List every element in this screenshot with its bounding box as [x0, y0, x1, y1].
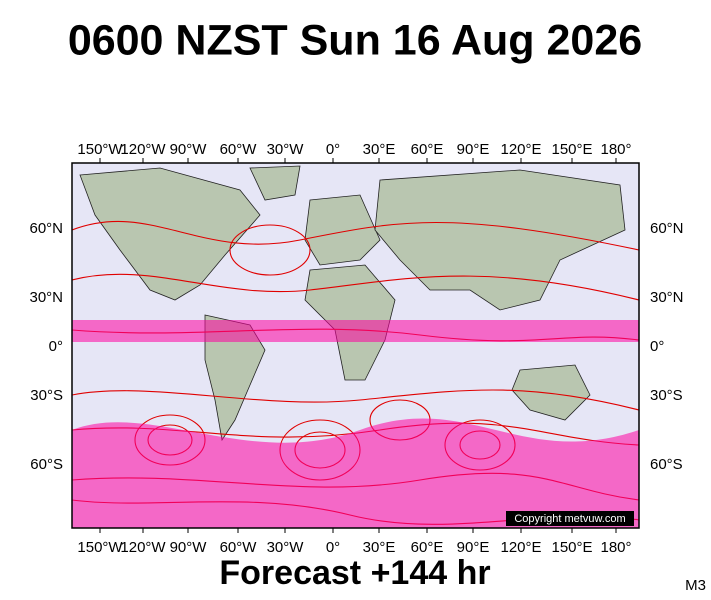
- longitude-label-top: 150°W: [77, 141, 123, 158]
- longitude-label-top: 150°E: [551, 141, 592, 158]
- latitude-label-left: 30°S: [30, 387, 63, 404]
- longitude-label-top: 90°E: [457, 141, 490, 158]
- longitude-label-bottom: 150°E: [551, 539, 592, 556]
- longitude-label-top: 0°: [326, 141, 340, 158]
- longitude-label-bottom: 0°: [326, 539, 340, 556]
- longitude-label-bottom: 90°W: [170, 539, 208, 556]
- model-label: M3: [685, 577, 706, 594]
- latitude-label-left: 30°N: [29, 289, 63, 306]
- latitude-label-right: 60°N: [650, 220, 684, 237]
- longitude-label-bottom: 180°: [600, 539, 631, 556]
- longitude-label-top: 90°W: [170, 141, 208, 158]
- forecast-label: Forecast +144 hr: [219, 554, 490, 592]
- longitude-label-top: 30°E: [363, 141, 396, 158]
- longitude-label-top: 180°: [600, 141, 631, 158]
- latitude-label-right: 30°S: [650, 387, 683, 404]
- latitude-label-left: 0°: [49, 338, 63, 355]
- longitude-label-top: 60°E: [411, 141, 444, 158]
- latitude-label-right: 0°: [650, 338, 664, 355]
- latitude-label-right: 60°S: [650, 456, 683, 473]
- latitude-label-left: 60°S: [30, 456, 63, 473]
- longitude-label-bottom: 60°W: [220, 539, 258, 556]
- copyright: Copyright metvuw.com: [514, 513, 625, 525]
- longitude-label-top: 30°W: [267, 141, 305, 158]
- latitude-label-left: 60°N: [29, 220, 63, 237]
- title: 0600 NZST Sun 16 Aug 2026: [68, 16, 642, 64]
- longitude-label-bottom: 60°E: [411, 539, 444, 556]
- longitude-label-bottom: 30°W: [267, 539, 305, 556]
- longitude-label-top: 120°W: [120, 141, 166, 158]
- longitude-label-top: 120°E: [500, 141, 541, 158]
- map-area: [72, 163, 639, 528]
- longitude-label-top: 60°W: [220, 141, 258, 158]
- longitude-label-bottom: 120°E: [500, 539, 541, 556]
- longitude-label-bottom: 90°E: [457, 539, 490, 556]
- map-frame: [71, 162, 640, 529]
- longitude-label-bottom: 120°W: [120, 539, 166, 556]
- longitude-label-bottom: 150°W: [77, 539, 123, 556]
- longitude-label-bottom: 30°E: [363, 539, 396, 556]
- latitude-label-right: 30°N: [650, 289, 684, 306]
